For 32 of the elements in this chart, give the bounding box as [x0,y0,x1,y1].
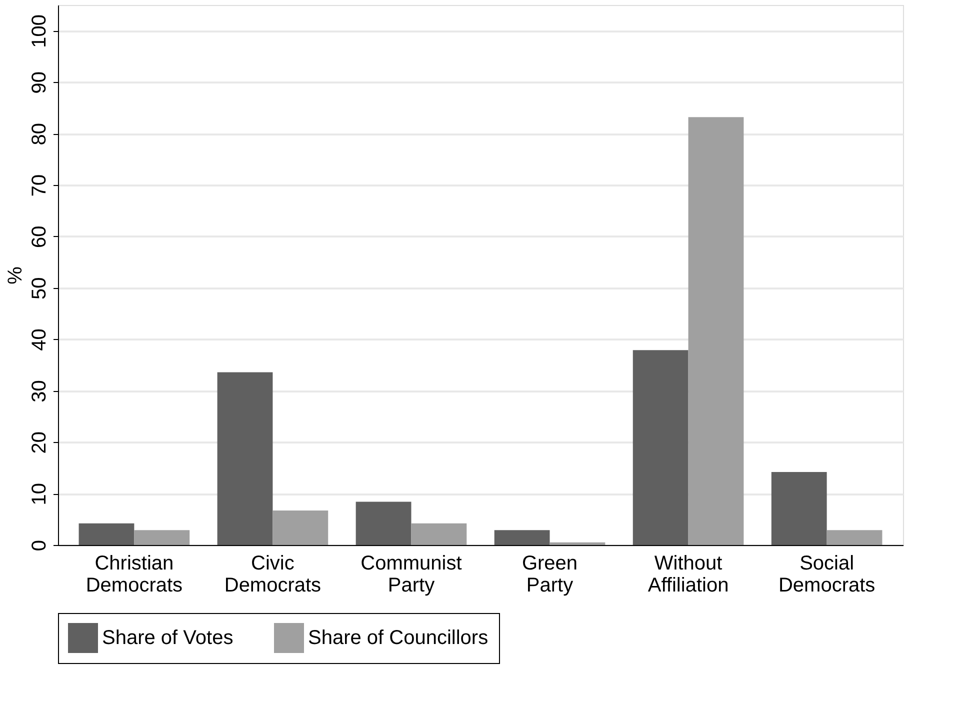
legend-label: Share of Votes [102,627,234,649]
bar [134,530,190,545]
bar [550,542,606,545]
y-tick-label: 30 [28,380,50,402]
bar [272,510,328,545]
y-tick-label: 100 [28,14,50,48]
y-tick-label: 10 [28,482,50,506]
x-tick-label: Social Democrats [778,552,876,596]
bar [356,502,412,545]
x-tick-label: Christian Democrats [86,552,183,596]
y-tick-label: 60 [28,226,50,248]
bar [494,530,550,545]
y-tick-label: 50 [28,277,50,300]
x-tick-label: Green Party [522,552,578,596]
bar [632,350,688,545]
bar [826,530,882,545]
y-tick-label: 40 [28,328,50,351]
bar [688,117,744,545]
legend-label: Share of Councillors [308,627,488,649]
y-tick-label: 20 [28,432,50,454]
y-tick-label: 0 [28,540,50,552]
y-axis-title: % [4,266,26,284]
y-tick-label: 70 [28,174,50,197]
bar [217,372,273,545]
x-tick-label: Communist Party [360,552,462,596]
bar [78,523,134,545]
x-tick-label: Civic Democrats [224,552,322,596]
x-tick-label: Without Affiliation [648,552,729,596]
y-tick-label: 90 [28,72,50,94]
bar [771,472,827,545]
bar [411,523,467,545]
y-tick-label: 80 [28,122,50,146]
